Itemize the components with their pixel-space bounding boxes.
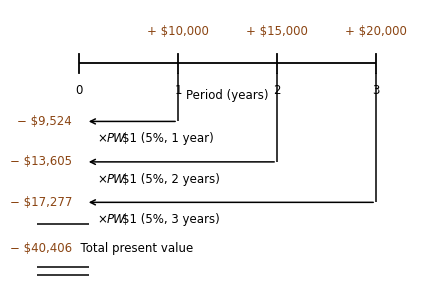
- Text: − $17,277: − $17,277: [10, 196, 72, 209]
- Text: 1: 1: [174, 84, 182, 97]
- Text: + $10,000: + $10,000: [147, 25, 209, 38]
- Text: ×: ×: [98, 132, 111, 146]
- Text: ×: ×: [98, 213, 111, 227]
- Text: PW: PW: [107, 132, 125, 146]
- Text: + $15,000: + $15,000: [246, 25, 308, 38]
- Text: 2: 2: [273, 84, 281, 97]
- Text: Total present value: Total present value: [73, 242, 193, 255]
- Text: $1 (5%, 3 years): $1 (5%, 3 years): [122, 213, 220, 227]
- Text: − $40,406: − $40,406: [10, 242, 72, 255]
- Text: PW: PW: [107, 213, 125, 227]
- Text: 0: 0: [75, 84, 83, 97]
- Text: $1 (5%, 1 year): $1 (5%, 1 year): [122, 132, 214, 146]
- Text: Period (years): Period (years): [186, 89, 268, 102]
- Text: $1 (5%, 2 years): $1 (5%, 2 years): [122, 173, 220, 186]
- Text: − $9,524: − $9,524: [17, 115, 72, 128]
- Text: 3: 3: [372, 84, 380, 97]
- Text: − $13,605: − $13,605: [10, 155, 72, 168]
- Text: + $20,000: + $20,000: [345, 25, 407, 38]
- Text: PW: PW: [107, 173, 125, 186]
- Text: ×: ×: [98, 173, 111, 186]
